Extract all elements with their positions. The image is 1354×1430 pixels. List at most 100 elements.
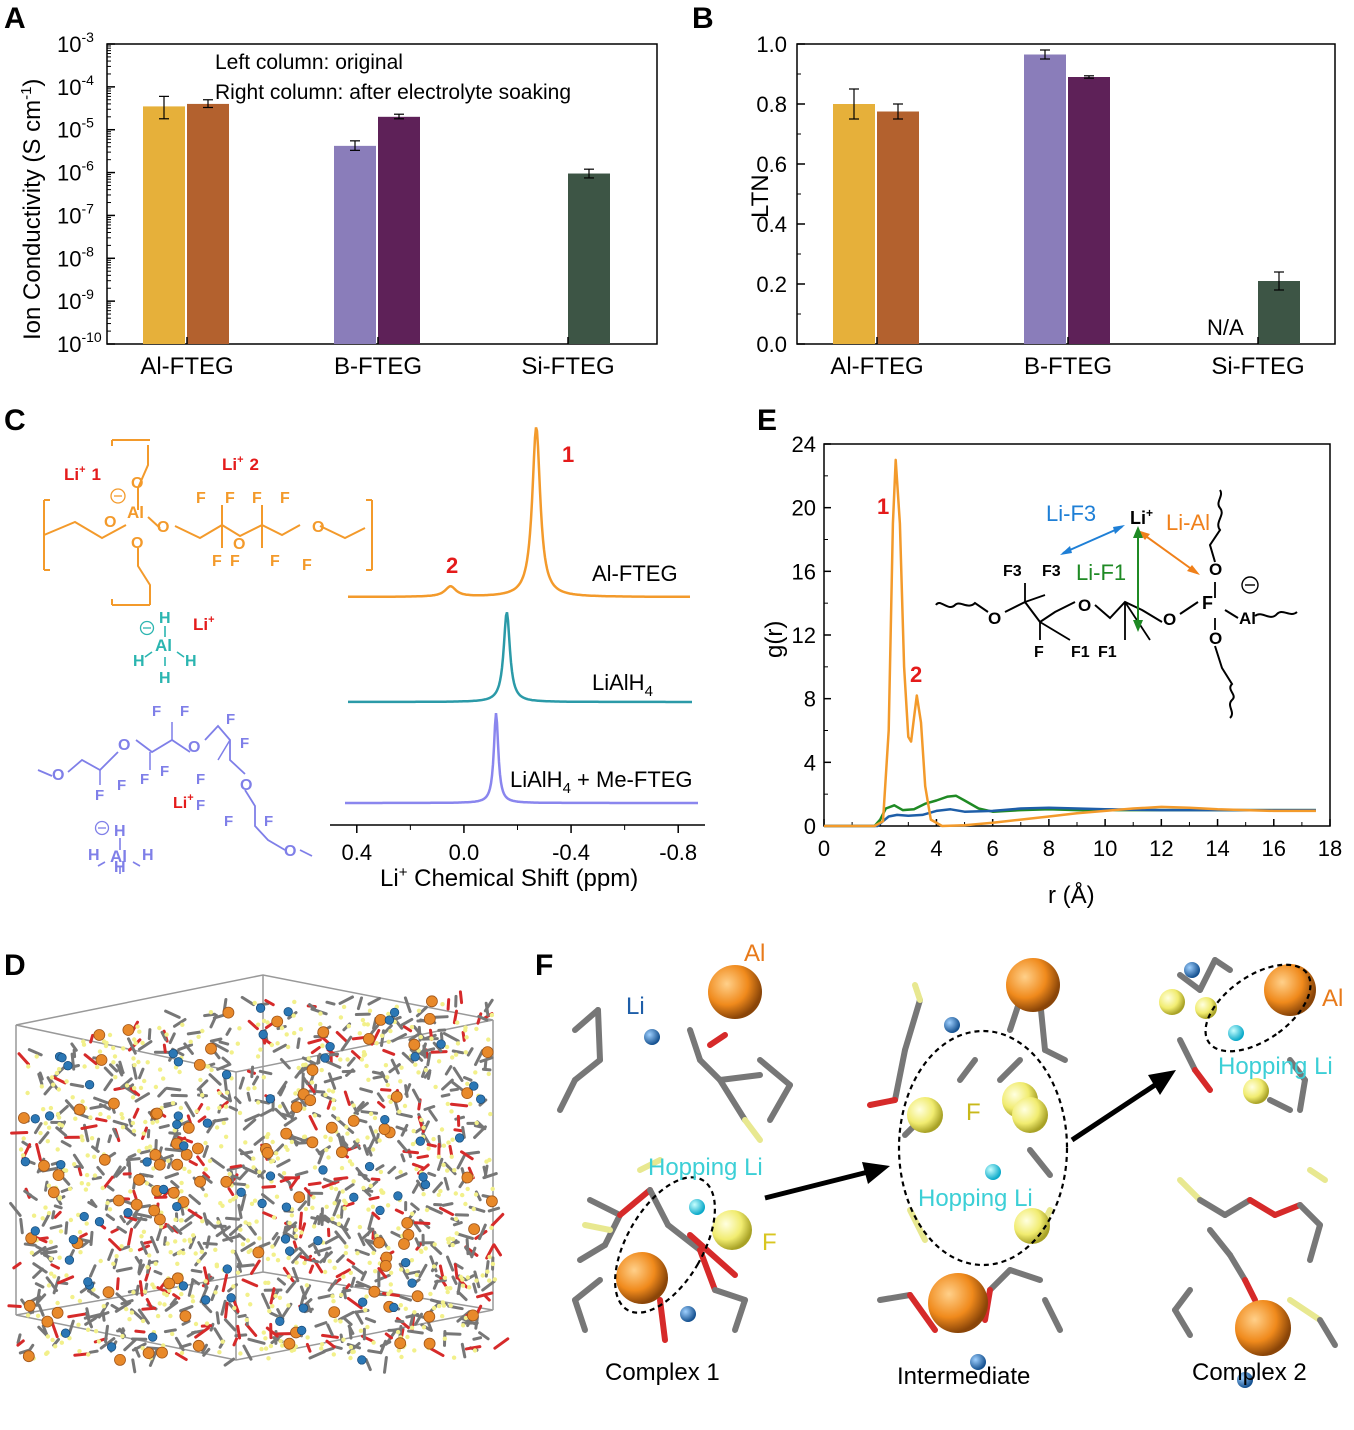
xtick-label: 0: [818, 836, 830, 861]
bond-stick: [155, 1225, 163, 1242]
md-simulation-box: [7, 974, 510, 1374]
f-atom: [198, 1077, 203, 1083]
f-atom: [164, 1032, 169, 1037]
f-atom: [35, 1313, 41, 1319]
bond-stick: [127, 1037, 137, 1055]
bond-stick: [222, 1234, 241, 1242]
bond-stick: [415, 1179, 425, 1192]
bond-stick: [324, 1059, 342, 1069]
f-atom: [182, 1166, 187, 1172]
bond-stick: [221, 1273, 229, 1293]
f-atom: [450, 1055, 455, 1060]
f-atom: [379, 1033, 385, 1039]
bond-stick: [617, 1187, 653, 1218]
f-atom: [399, 1065, 404, 1070]
bond-stick: [470, 1246, 477, 1259]
f-atom: [113, 1075, 118, 1080]
mol3-atom: H: [88, 847, 100, 864]
panel-c-xticks: 0.4 0.0 -0.4 -0.8: [341, 825, 697, 865]
f-atom: [139, 1234, 144, 1239]
bond-stick: [355, 1280, 371, 1289]
f-atom: [21, 1136, 26, 1141]
complex-1-ellipse: [614, 1176, 716, 1314]
bond-stick: [70, 1042, 78, 1052]
bar: [877, 111, 919, 344]
f-atom: [293, 1227, 299, 1233]
bond-stick: [187, 1278, 195, 1297]
f-atom: [367, 1008, 373, 1013]
f-atom: [346, 1023, 351, 1029]
bond-stick: [261, 1184, 277, 1189]
bond-stick: [108, 1238, 122, 1252]
bond-stick: [484, 1001, 490, 1017]
f-atom: [490, 1261, 496, 1267]
mol3-atom: F: [160, 763, 169, 780]
bond-stick: [163, 1328, 177, 1334]
bond-stick: [134, 1212, 153, 1219]
f-atom: [302, 1260, 307, 1266]
ytick-label: 0: [804, 814, 816, 839]
f-atom: [252, 1000, 257, 1006]
mol1-atom: F: [280, 490, 290, 507]
xtick-label: 12: [1149, 836, 1173, 861]
bond-stick: [264, 999, 275, 1007]
bond-stick: [237, 1262, 242, 1273]
al-atom: [347, 1115, 360, 1127]
bond-stick: [339, 1205, 344, 1219]
al-atom: [17, 1112, 30, 1124]
f-atom: [124, 1306, 129, 1312]
f-atom: [436, 1154, 441, 1160]
f-atom: [398, 1079, 403, 1084]
f-atom: [167, 1288, 172, 1293]
bond-stick: [342, 1316, 353, 1326]
f-atom: [441, 1143, 447, 1148]
bond-stick: [258, 1069, 273, 1076]
bond-stick: [877, 1292, 913, 1303]
bond-stick: [308, 1350, 326, 1360]
al-atom: [306, 1136, 319, 1149]
f-atom: [145, 1265, 150, 1270]
bond-stick: [220, 1299, 227, 1316]
al-atom: [325, 1121, 338, 1134]
f-atom: [328, 1136, 333, 1141]
f-atom: [277, 1295, 283, 1301]
f-atom: [79, 1134, 84, 1139]
f-atom: [351, 1179, 356, 1184]
f-atom: [114, 1254, 119, 1259]
f-atom: [465, 1275, 470, 1280]
f-atom: [76, 1322, 81, 1328]
f-atom: [330, 1089, 336, 1094]
mol1-atom: F: [230, 553, 240, 570]
bond-stick: [237, 1233, 246, 1241]
mol1-atom: F: [225, 490, 235, 507]
f-atom: [409, 1258, 415, 1263]
f-atom: [312, 1113, 318, 1118]
li-atom: [255, 1003, 266, 1013]
bond-stick: [165, 1086, 182, 1092]
f-atom: [327, 1259, 332, 1264]
mol3-atom: O: [240, 777, 252, 794]
al-atom: [194, 1175, 207, 1188]
lialh4-structure: H Al H H H Li+: [133, 610, 215, 687]
mol3-atom: H: [114, 859, 126, 876]
li-atom: [415, 1136, 425, 1146]
bond-stick: [326, 1099, 333, 1110]
ytick-label: 24: [792, 432, 816, 457]
f-atom: [460, 1323, 466, 1328]
bond-stick: [407, 1329, 424, 1335]
f-atom: [140, 1318, 146, 1324]
bond-stick: [587, 1197, 623, 1218]
bond-stick: [466, 1047, 474, 1057]
al-atom: [191, 1142, 204, 1155]
bond-stick: [344, 1183, 355, 1191]
f-atom: [341, 1274, 346, 1279]
f-atom: [157, 1025, 162, 1031]
f-atom: [235, 1041, 240, 1046]
bond-stick: [163, 1154, 174, 1160]
al-atom: [102, 1286, 115, 1299]
f-atom-sphere: [712, 1210, 752, 1250]
bond-stick: [364, 1238, 377, 1253]
bond-stick: [33, 1122, 43, 1135]
f-atom: [227, 1171, 232, 1177]
panel-b-chart: 0.00.20.40.60.81.0 Al-FTEG B-FTEG Si-FTEG …: [747, 32, 1336, 380]
